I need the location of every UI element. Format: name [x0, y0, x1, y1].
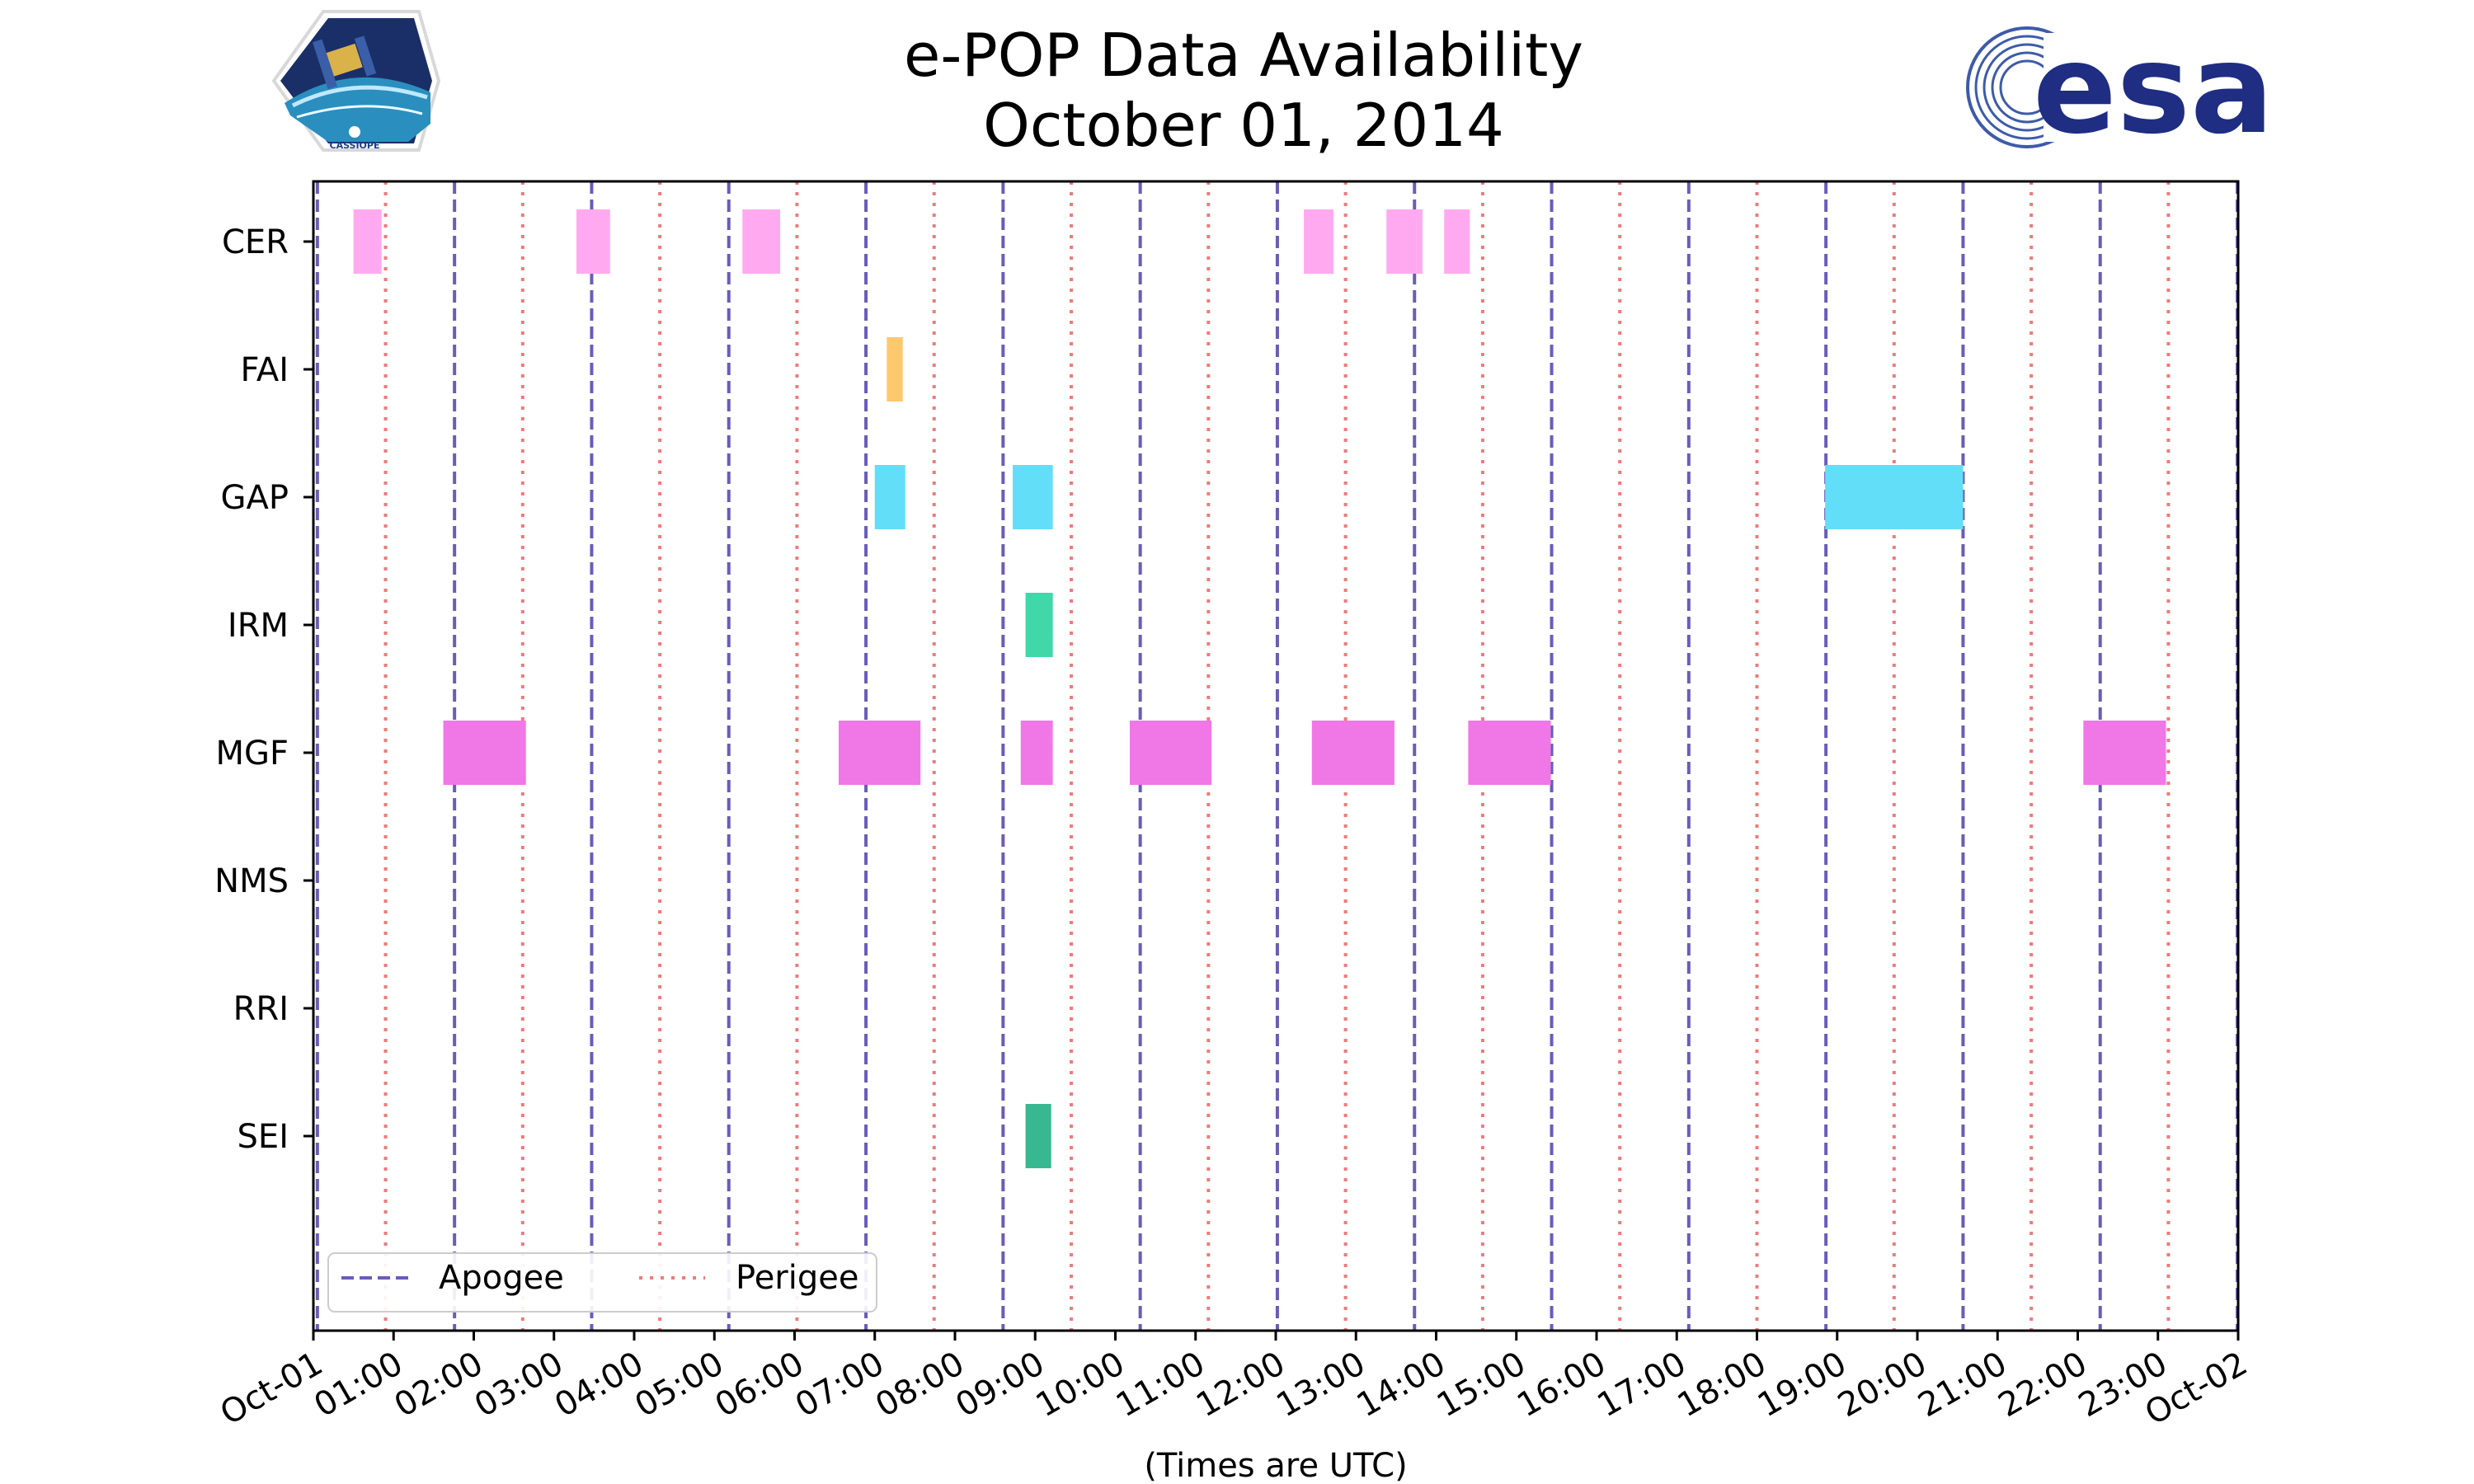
x-tick-label: 19:00 [1752, 1345, 1853, 1425]
x-tick-label: 14:00 [1351, 1345, 1452, 1425]
bar-gap [1013, 465, 1053, 529]
x-tick-label: 11:00 [1110, 1345, 1211, 1425]
x-tick-label: 16:00 [1511, 1345, 1612, 1425]
bar-cer [576, 209, 610, 274]
legend-perigee-label: Perigee [736, 1259, 858, 1297]
bar-mgf [1311, 721, 1395, 785]
bar-irm [1025, 593, 1053, 657]
bar-cer [1386, 209, 1423, 274]
x-tick-label: 21:00 [1912, 1345, 2013, 1425]
bar-sei [1025, 1104, 1051, 1168]
esa-wordmark: esa [2033, 18, 2274, 162]
bar-gap [874, 465, 905, 529]
x-tick-label: 09:00 [949, 1345, 1051, 1425]
y-tick-label: CER [222, 223, 289, 261]
bar-mgf [2083, 721, 2166, 785]
x-tick-label: 13:00 [1270, 1345, 1371, 1425]
chart-subtitle: October 01, 2014 [983, 91, 1504, 160]
bar-cer [353, 209, 382, 274]
x-tick-label: Oct-01 [214, 1345, 329, 1433]
bar-cer [1444, 209, 1470, 274]
x-tick-label: 06:00 [709, 1345, 811, 1425]
x-tick-label: 18:00 [1672, 1345, 1773, 1425]
bar-mgf [1468, 721, 1551, 785]
x-tick-label: 10:00 [1030, 1345, 1131, 1425]
bar-mgf [838, 721, 921, 785]
esa-logo: esa [1966, 18, 2274, 162]
chart-title: e-POP Data Availability [904, 21, 1583, 90]
y-tick-label: FAI [241, 351, 289, 389]
x-tick-label: 12:00 [1190, 1345, 1291, 1425]
x-tick-label: 15:00 [1431, 1345, 1532, 1425]
bar-cer [742, 209, 780, 274]
bar-mgf [1020, 721, 1053, 785]
cassiope-logo: CASSIOPE [271, 10, 441, 152]
x-tick-label: 08:00 [869, 1345, 971, 1425]
y-tick-label: IRM [228, 607, 289, 645]
bar-mgf [1130, 721, 1212, 785]
x-tick-label: 01:00 [308, 1345, 409, 1425]
y-tick-label: NMS [214, 862, 289, 900]
bar-mgf [443, 721, 526, 785]
y-tick-label: RRI [233, 990, 289, 1028]
bar-fai [887, 337, 903, 402]
bar-gap [1825, 465, 1964, 529]
x-tick-label: 22:00 [1992, 1345, 2094, 1425]
legend-apogee-label: Apogee [439, 1259, 564, 1297]
x-tick-label: 05:00 [628, 1345, 730, 1425]
x-tick-label: 03:00 [468, 1345, 570, 1425]
bar-cer [1304, 209, 1334, 274]
x-tick-label: 17:00 [1591, 1345, 1692, 1425]
cassiope-label: CASSIOPE [330, 140, 380, 151]
x-tick-label: 02:00 [388, 1345, 490, 1425]
y-tick-label: SEI [238, 1118, 289, 1156]
x-tick-label: 07:00 [789, 1345, 891, 1425]
legend: Apogee Perigee [327, 1252, 877, 1313]
x-tick-label: 04:00 [548, 1345, 650, 1425]
x-axis-label: (Times are UTC) [1144, 1447, 1407, 1484]
x-tick-label: 20:00 [1832, 1345, 1933, 1425]
y-tick-label: MGF [215, 735, 289, 773]
y-tick-label: GAP [221, 479, 289, 517]
